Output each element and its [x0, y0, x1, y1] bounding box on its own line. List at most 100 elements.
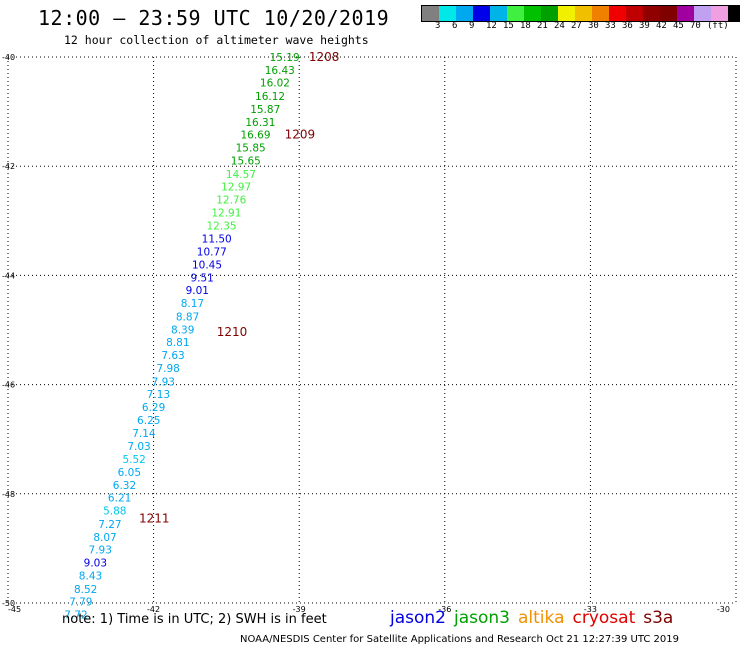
page-title: 12:00 – 23:59 UTC 10/20/2019 [38, 6, 390, 30]
legend-swatch [422, 6, 439, 21]
wave-height-label: 5.52 [122, 454, 145, 466]
x-tick-label: -36 [438, 605, 451, 614]
x-tick-label: -42 [147, 605, 160, 614]
x-tick-label: -39 [293, 605, 306, 614]
color-legend [421, 5, 740, 22]
legend-swatch [728, 6, 740, 21]
wave-height-label: 7.03 [127, 441, 150, 453]
legend-label: 9 [469, 21, 475, 31]
wave-height-label: 8.87 [176, 311, 199, 323]
time-label: 1210 [217, 325, 248, 339]
y-tick-label: -42 [2, 162, 15, 171]
legend-label: 27 [571, 21, 582, 31]
satellite-jason3: jason3 [454, 608, 510, 628]
legend-label: 70 [690, 21, 701, 31]
legend-label: 6 [452, 21, 458, 31]
wave-height-label: 16.31 [245, 117, 275, 129]
wave-height-label: 7.79 [69, 596, 92, 608]
wave-height-label: 16.02 [260, 78, 290, 90]
wave-height-label: 7.93 [89, 544, 112, 556]
legend-swatch [626, 6, 643, 21]
legend-swatch [507, 6, 524, 21]
y-tick-label: -50 [2, 599, 15, 608]
legend-swatch [643, 6, 660, 21]
legend-swatch [541, 6, 558, 21]
y-tick-label: -46 [2, 381, 15, 390]
wave-height-label: 15.87 [250, 104, 280, 116]
legend-label: 15 [503, 21, 514, 31]
wave-height-label: 7.14 [132, 428, 156, 440]
wave-height-label: 9.51 [190, 273, 213, 285]
wave-height-label: 6.32 [113, 480, 136, 492]
wave-height-values: 15.1916.4316.0216.1215.8716.3116.6915.85… [64, 52, 299, 621]
wave-height-label: 8.07 [93, 532, 116, 544]
x-tick-label: -30 [717, 605, 730, 614]
wave-height-label: 8.81 [166, 337, 189, 349]
legend-swatch [524, 6, 541, 21]
time-label: 1209 [285, 128, 316, 142]
legend-swatch [456, 6, 473, 21]
legend-swatch [694, 6, 711, 21]
legend-label: 12 [486, 21, 497, 31]
satellite-altika: altika [518, 608, 565, 628]
wave-height-label: 7.27 [98, 519, 121, 531]
wave-height-label: 16.12 [255, 91, 285, 103]
wave-height-label: 12.35 [207, 221, 237, 233]
wave-height-label: 10.77 [197, 246, 227, 258]
y-tick-label: -44 [2, 271, 15, 280]
wave-height-label: 14.57 [226, 169, 256, 181]
y-tick-label: -48 [2, 490, 15, 499]
wave-height-label: 15.85 [236, 143, 266, 155]
wave-height-label: 7.72 [64, 609, 87, 621]
legend-swatch [592, 6, 609, 21]
legend-swatch [490, 6, 507, 21]
wave-height-label: 8.43 [79, 571, 102, 583]
satellite-legend: jason2 jason3 altika cryosat s3a [390, 608, 673, 628]
wave-height-label: 7.63 [161, 350, 184, 362]
wave-height-label: 11.50 [202, 233, 232, 245]
time-label: 1211 [139, 511, 170, 525]
wave-height-label: 9.03 [84, 558, 107, 570]
note-text: note: 1) Time is in UTC; 2) SWH is in fe… [62, 612, 327, 627]
wave-height-label: 6.25 [137, 415, 160, 427]
page-subtitle: 12 hour collection of altimeter wave hei… [64, 33, 369, 47]
wave-height-label: 10.45 [192, 259, 222, 271]
wave-height-label: 6.29 [142, 402, 165, 414]
legend-swatch [609, 6, 626, 21]
y-tick-label: -40 [2, 53, 15, 62]
map-grid [7, 56, 737, 604]
wave-height-label: 9.01 [186, 285, 209, 297]
wave-height-label: 6.05 [118, 467, 141, 479]
wave-height-label: 12.97 [221, 181, 251, 193]
legend-unit: (ft) [707, 21, 729, 31]
legend-label: 18 [520, 21, 531, 31]
satellite-s3a: s3a [643, 608, 674, 628]
satellite-cryosat: cryosat [572, 608, 636, 628]
axis-tick-labels: -45 -42 -39 -36 -33 -30 -40 -42 -44 -46 -48 -50 [2, 53, 730, 614]
legend-swatch [711, 6, 728, 21]
legend-swatch [660, 6, 677, 21]
legend-label: 42 [656, 21, 667, 31]
wave-height-label: 8.39 [171, 324, 194, 336]
time-label: 1208 [309, 50, 340, 64]
legend-label: 21 [537, 21, 548, 31]
wave-height-label: 16.69 [240, 130, 270, 142]
legend-swatch [677, 6, 694, 21]
satellite-jason2: jason2 [390, 608, 446, 628]
wave-height-label: 6.21 [108, 493, 131, 505]
wave-height-label: 7.93 [152, 376, 175, 388]
legend-label: 36 [622, 21, 633, 31]
wave-height-label: 8.52 [74, 584, 97, 596]
time-labels: 1208 1209 1210 1211 [139, 50, 339, 525]
legend-label: 30 [588, 21, 599, 31]
wave-height-label: 15.19 [270, 52, 300, 64]
wave-height-label: 15.65 [231, 156, 261, 168]
legend-swatch [558, 6, 575, 21]
wave-height-label: 7.98 [156, 363, 179, 375]
legend-swatch [439, 6, 456, 21]
wave-height-label: 5.88 [103, 506, 126, 518]
x-tick-label: -45 [8, 605, 21, 614]
wave-height-label: 12.76 [216, 195, 246, 207]
legend-label: 3 [435, 21, 441, 31]
legend-swatch [473, 6, 490, 21]
